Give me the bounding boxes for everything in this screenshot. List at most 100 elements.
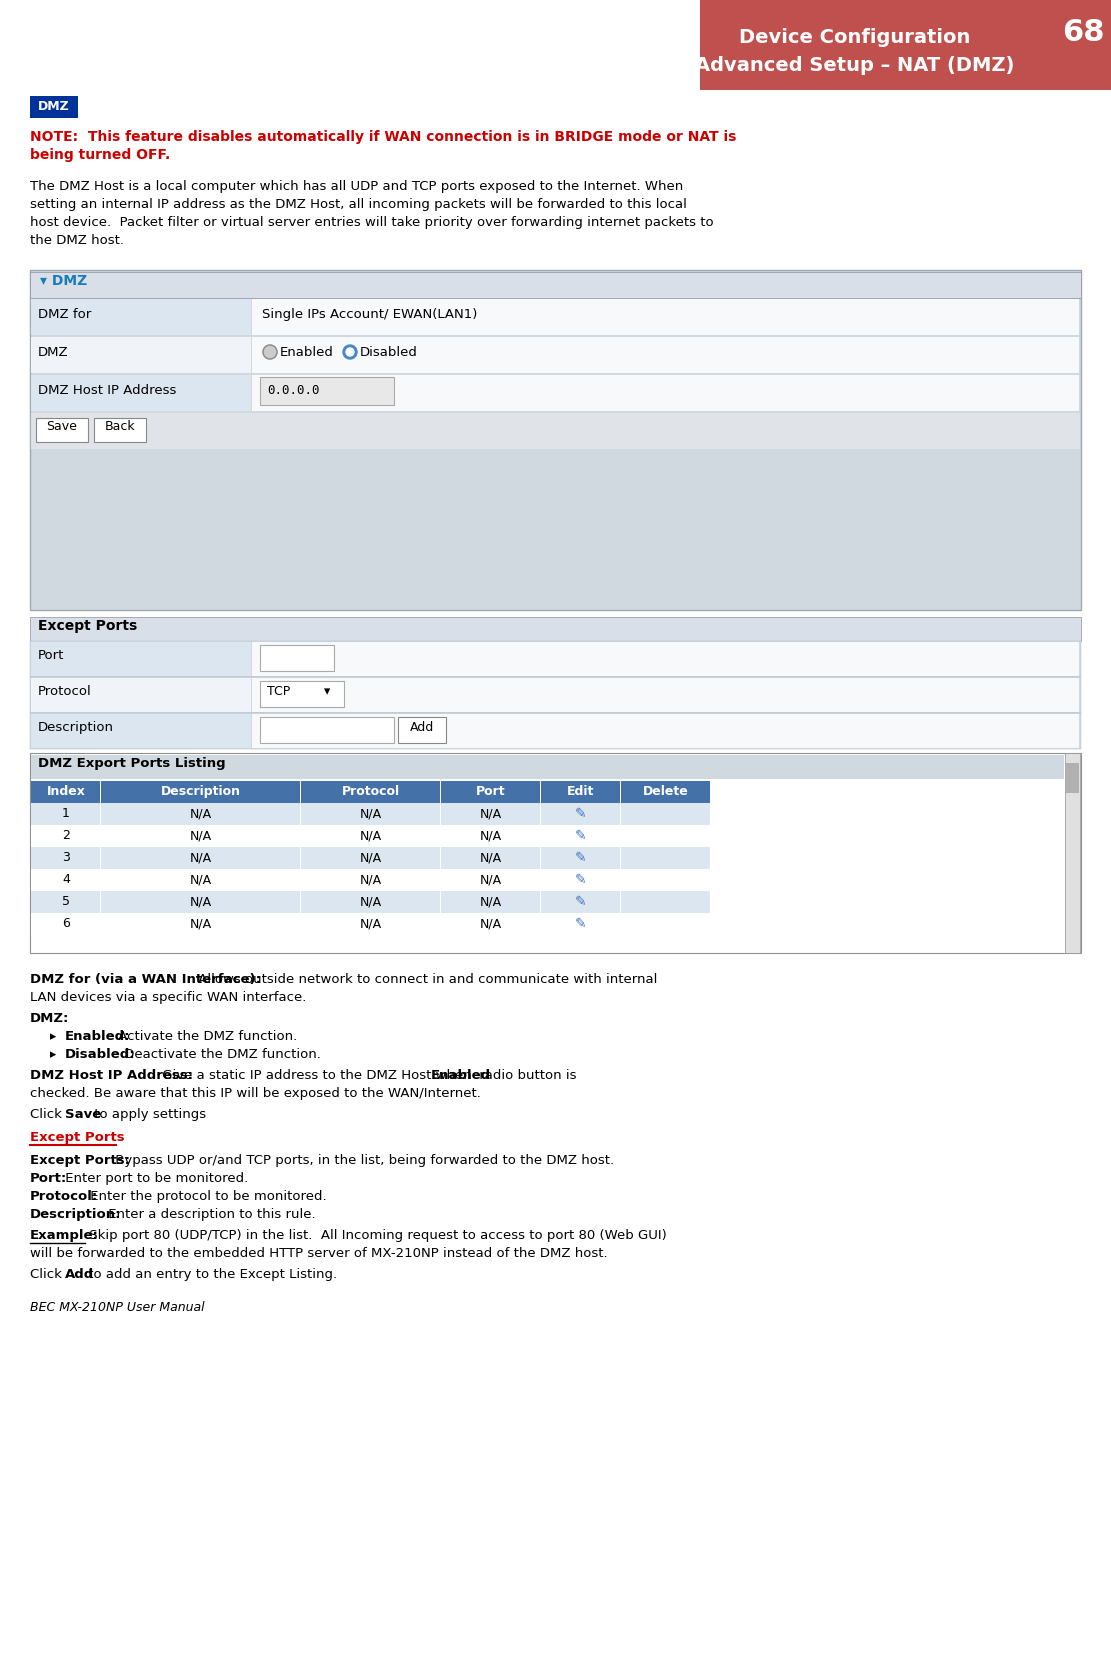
Text: Protocol:: Protocol: [30,1191,98,1202]
FancyBboxPatch shape [30,753,1081,953]
FancyBboxPatch shape [101,890,300,912]
Text: Except Ports: Except Ports [38,619,138,632]
FancyBboxPatch shape [541,847,620,869]
Text: N/A: N/A [190,896,212,907]
FancyBboxPatch shape [621,803,710,825]
FancyBboxPatch shape [31,825,100,847]
FancyBboxPatch shape [541,803,620,825]
Text: Enabled: Enabled [431,1068,491,1082]
Text: Save: Save [47,419,78,433]
FancyBboxPatch shape [101,825,300,847]
FancyBboxPatch shape [101,781,300,803]
FancyBboxPatch shape [31,337,251,372]
FancyBboxPatch shape [101,912,300,936]
FancyBboxPatch shape [252,376,1079,411]
Text: Port: Port [38,649,64,662]
Text: DMZ for (via a WAN Interface):: DMZ for (via a WAN Interface): [30,973,261,986]
Text: 5: 5 [62,896,70,907]
Text: 0.0.0.0: 0.0.0.0 [267,384,320,397]
FancyBboxPatch shape [36,418,88,443]
FancyBboxPatch shape [31,869,100,890]
Text: ✎: ✎ [575,828,587,844]
Text: ✎: ✎ [575,896,587,909]
Text: Index: Index [47,785,86,798]
Text: Deactivate the DMZ function.: Deactivate the DMZ function. [120,1048,321,1062]
FancyBboxPatch shape [31,299,251,335]
FancyBboxPatch shape [252,299,1079,335]
Text: Protocol: Protocol [38,684,92,698]
FancyBboxPatch shape [252,642,1079,676]
Text: Protocol: Protocol [342,785,400,798]
FancyBboxPatch shape [30,641,1081,678]
FancyBboxPatch shape [31,413,1080,449]
FancyBboxPatch shape [441,890,540,912]
FancyBboxPatch shape [31,803,100,825]
Text: Save: Save [64,1108,101,1120]
FancyBboxPatch shape [621,912,710,936]
Text: Description: Description [161,785,241,798]
Text: N/A: N/A [360,850,382,864]
Text: Description:: Description: [30,1207,121,1221]
FancyBboxPatch shape [252,714,1079,748]
FancyBboxPatch shape [541,912,620,936]
Text: ✎: ✎ [575,874,587,887]
FancyBboxPatch shape [31,714,251,748]
Text: Example:: Example: [30,1229,99,1243]
Text: host device.  Packet filter or virtual server entries will take priority over fo: host device. Packet filter or virtual se… [30,216,713,230]
FancyBboxPatch shape [30,678,1081,713]
Text: setting an internal IP address as the DMZ Host, all incoming packets will be for: setting an internal IP address as the DM… [30,198,687,211]
FancyBboxPatch shape [621,847,710,869]
Text: N/A: N/A [360,828,382,842]
Text: N/A: N/A [360,896,382,907]
FancyBboxPatch shape [30,270,1081,610]
Text: N/A: N/A [190,807,212,820]
FancyBboxPatch shape [31,642,251,676]
Text: Edit: Edit [568,785,594,798]
FancyBboxPatch shape [541,869,620,890]
Text: radio button is: radio button is [476,1068,577,1082]
Text: Except Ports:: Except Ports: [30,1154,130,1167]
FancyBboxPatch shape [31,847,100,869]
Text: ▾: ▾ [324,684,330,698]
Text: DMZ:: DMZ: [30,1011,69,1025]
FancyBboxPatch shape [441,803,540,825]
Text: N/A: N/A [480,874,502,885]
FancyBboxPatch shape [301,803,440,825]
FancyBboxPatch shape [31,376,251,411]
Text: TCP: TCP [267,684,290,698]
FancyBboxPatch shape [301,847,440,869]
FancyBboxPatch shape [101,803,300,825]
Text: BEC MX-210NP User Manual: BEC MX-210NP User Manual [30,1301,204,1315]
FancyBboxPatch shape [31,678,251,713]
Circle shape [263,345,277,359]
FancyBboxPatch shape [1065,763,1079,793]
Text: DMZ Host IP Address: DMZ Host IP Address [38,384,177,397]
FancyBboxPatch shape [301,781,440,803]
Text: Disabled:: Disabled: [66,1048,136,1062]
FancyBboxPatch shape [31,890,100,912]
Text: ✎: ✎ [575,850,587,865]
Text: 3: 3 [62,850,70,864]
FancyBboxPatch shape [30,617,1081,641]
Text: N/A: N/A [360,917,382,931]
FancyBboxPatch shape [260,681,344,708]
Text: N/A: N/A [360,807,382,820]
Text: ▸: ▸ [50,1048,57,1062]
FancyBboxPatch shape [541,825,620,847]
FancyBboxPatch shape [260,718,394,743]
Text: ▸: ▸ [50,1030,57,1043]
Text: Description: Description [38,721,114,735]
Text: Disabled: Disabled [360,345,418,359]
Text: Add: Add [410,721,434,735]
Text: DMZ: DMZ [38,345,69,359]
Text: the DMZ host.: the DMZ host. [30,235,124,247]
Text: The DMZ Host is a local computer which has all UDP and TCP ports exposed to the : The DMZ Host is a local computer which h… [30,179,683,193]
Text: Device Configuration: Device Configuration [739,29,971,47]
Text: ▾ DMZ: ▾ DMZ [40,273,88,288]
Text: will be forwarded to the embedded HTTP server of MX-210NP instead of the DMZ hos: will be forwarded to the embedded HTTP s… [30,1248,608,1259]
Text: Except Ports: Except Ports [30,1130,124,1144]
Text: ✎: ✎ [575,917,587,931]
FancyBboxPatch shape [260,646,334,671]
Text: 2: 2 [62,828,70,842]
FancyBboxPatch shape [301,825,440,847]
